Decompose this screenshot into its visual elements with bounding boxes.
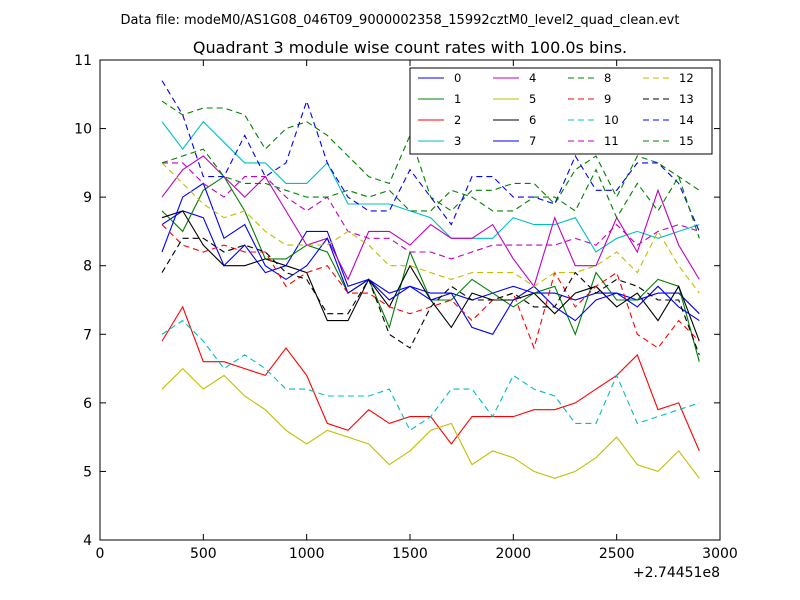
y-tick-label: 5 bbox=[83, 464, 92, 480]
series-line-11 bbox=[162, 162, 700, 260]
series-line-4 bbox=[161, 155, 700, 288]
legend-label-8: 8 bbox=[604, 71, 611, 85]
y-tick-label: 11 bbox=[74, 53, 92, 69]
legend-label-4: 4 bbox=[529, 71, 536, 85]
y-tick-label: 10 bbox=[74, 122, 92, 138]
x-tick-label: 1000 bbox=[289, 546, 325, 562]
series-line-14 bbox=[161, 80, 700, 232]
series-line-13 bbox=[161, 237, 700, 356]
plot-frame bbox=[99, 59, 721, 541]
x-tick-label: 3000 bbox=[702, 546, 738, 562]
legend-label-10: 10 bbox=[604, 113, 619, 127]
series-layer bbox=[161, 80, 700, 479]
series-line-3 bbox=[161, 120, 700, 253]
legend-label-11: 11 bbox=[604, 134, 619, 148]
x-offset-label: +2.74451e8 bbox=[633, 565, 720, 581]
y-tick-label: 6 bbox=[83, 396, 92, 412]
y-tick-label: 7 bbox=[83, 327, 92, 343]
legend-label-6: 6 bbox=[529, 113, 536, 127]
legend-label-1: 1 bbox=[454, 92, 461, 106]
legend-frame bbox=[409, 67, 713, 155]
legend-label-5: 5 bbox=[529, 92, 536, 106]
y-tick-label: 8 bbox=[83, 259, 92, 275]
x-tick-label: 0 bbox=[96, 546, 105, 562]
legend-label-9: 9 bbox=[604, 92, 611, 106]
legend-label-14: 14 bbox=[679, 113, 694, 127]
legend-label-12: 12 bbox=[679, 71, 694, 85]
x-tick-label: 1500 bbox=[392, 546, 428, 562]
chart-title: Quadrant 3 module wise count rates with … bbox=[193, 38, 627, 57]
legend-label-0: 0 bbox=[454, 71, 461, 85]
series-line-7 bbox=[161, 182, 700, 335]
legend-label-2: 2 bbox=[454, 113, 461, 127]
chart-suptitle: Data file: modeM0/AS1G08_046T09_90000023… bbox=[121, 13, 680, 28]
series-line-5 bbox=[161, 367, 700, 479]
y-tick-label: 4 bbox=[83, 533, 92, 549]
legend-label-15: 15 bbox=[679, 134, 694, 148]
x-tick-label: 500 bbox=[190, 546, 217, 562]
series-line-8 bbox=[161, 100, 700, 212]
y-tick-label: 9 bbox=[83, 190, 92, 206]
x-tick-label: 2000 bbox=[496, 546, 532, 562]
legend-label-7: 7 bbox=[529, 134, 536, 148]
series-line-12 bbox=[161, 162, 700, 294]
series-line-0 bbox=[161, 210, 700, 315]
series-line-10 bbox=[161, 319, 700, 432]
legend-label-13: 13 bbox=[679, 92, 694, 106]
legend-label-3: 3 bbox=[454, 134, 461, 148]
x-tick-label: 2500 bbox=[599, 546, 635, 562]
